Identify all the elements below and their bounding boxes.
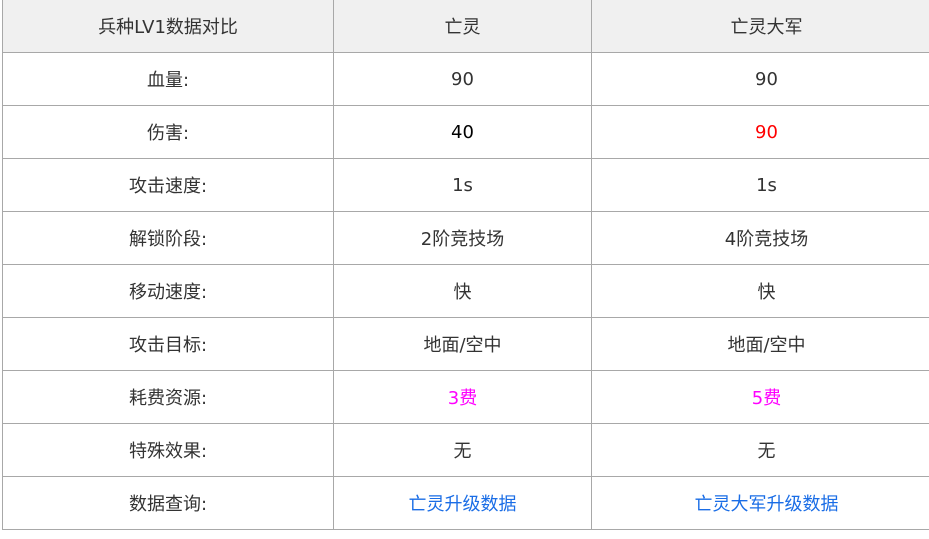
table-row: 耗费资源: 3费 5费 [2,370,929,424]
cell-a: 无 [333,423,592,477]
row-label: 特殊效果: [2,423,334,477]
cell-b: 快 [591,264,929,318]
upgrade-data-link-b[interactable]: 亡灵大军升级数据 [694,494,839,515]
cell-b: 地面/空中 [591,317,929,371]
cell-b: 1s [591,158,929,212]
row-label: 数据查询: [2,476,334,530]
table-row: 血量: 90 90 [2,52,929,106]
header-unit-b: 亡灵大军 [591,0,929,53]
row-label: 伤害: [2,105,334,159]
upgrade-data-link-a[interactable]: 亡灵升级数据 [408,494,517,515]
header-unit-a: 亡灵 [333,0,592,53]
table-row: 移动速度: 快 快 [2,264,929,318]
table-row: 数据查询: 亡灵升级数据 亡灵大军升级数据 [2,476,929,530]
cell-a: 地面/空中 [333,317,592,371]
row-label: 血量: [2,52,334,106]
cell-b: 90 [591,52,929,106]
row-label: 攻击目标: [2,317,334,371]
table-row: 攻击速度: 1s 1s [2,158,929,212]
cell-b: 无 [591,423,929,477]
table-row: 伤害: 40 90 [2,105,929,159]
row-label: 解锁阶段: [2,211,334,265]
row-label: 攻击速度: [2,158,334,212]
table-row: 特殊效果: 无 无 [2,423,929,477]
cell-a: 90 [333,52,592,106]
cell-a: 亡灵升级数据 [333,476,592,530]
table-header-row: 兵种LV1数据对比 亡灵 亡灵大军 [2,0,929,53]
cell-a: 2阶竞技场 [333,211,592,265]
cell-a: 3费 [333,370,592,424]
header-title: 兵种LV1数据对比 [2,0,334,53]
table-row: 解锁阶段: 2阶竞技场 4阶竞技场 [2,211,929,265]
cell-a: 1s [333,158,592,212]
cell-b: 亡灵大军升级数据 [591,476,929,530]
cell-b: 4阶竞技场 [591,211,929,265]
cell-a: 40 [333,105,592,159]
cell-a: 快 [333,264,592,318]
cell-b: 90 [591,105,929,159]
cell-b: 5费 [591,370,929,424]
row-label: 耗费资源: [2,370,334,424]
row-label: 移动速度: [2,264,334,318]
table-row: 攻击目标: 地面/空中 地面/空中 [2,317,929,371]
